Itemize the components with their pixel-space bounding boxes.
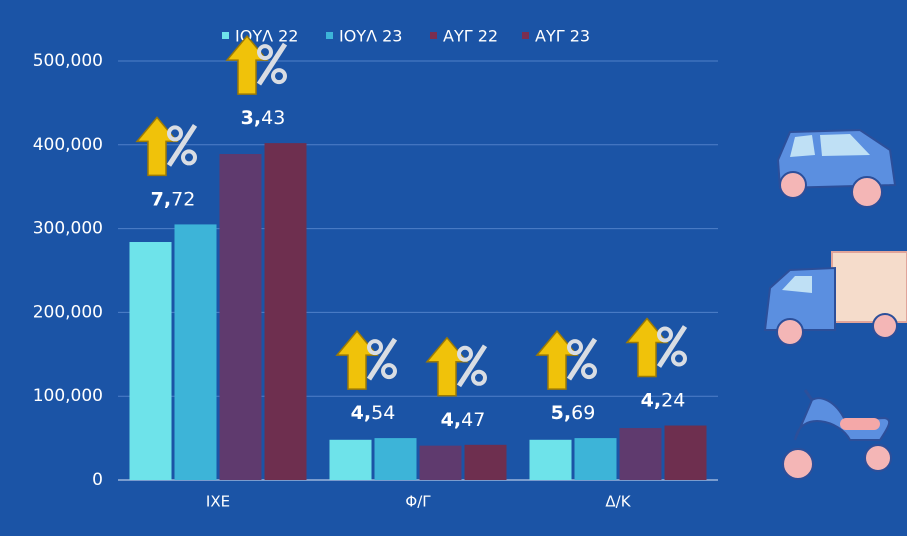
percent-icon [167, 125, 183, 142]
y-tick-label: 300,000 [33, 219, 103, 239]
arrow-icon [425, 336, 469, 397]
annotation: 4,24 [641, 389, 686, 411]
annotation: 4,54 [351, 402, 396, 424]
y-tick-label: 100,000 [33, 386, 103, 406]
percent-icon [657, 326, 673, 343]
percent-icon [456, 344, 488, 388]
arrow-icon [535, 329, 579, 390]
percent-icon [256, 42, 288, 86]
percent-icon [581, 363, 597, 380]
legend-label: ΑΥΓ 22 [443, 27, 498, 46]
percent-icon [656, 325, 688, 368]
annotation: 7,72 [151, 188, 196, 210]
bar [174, 224, 217, 480]
scooter-icon [782, 389, 892, 480]
y-tick-label: 0 [92, 470, 103, 490]
legend-swatch [430, 32, 437, 39]
percent-icon [567, 339, 583, 356]
percent-icon [181, 149, 197, 166]
car-icon [776, 128, 897, 208]
increase-icon [225, 34, 288, 95]
arrow-icon [225, 34, 269, 95]
percent-icon [457, 345, 473, 362]
legend-label: ΙΟΥΛ 23 [339, 27, 402, 46]
percent-icon [166, 124, 198, 167]
bar [619, 428, 662, 480]
percent-icon [257, 44, 273, 61]
legend-swatch [222, 32, 229, 39]
y-tick-label: 500,000 [33, 51, 103, 71]
bar [529, 439, 572, 480]
x-tick-label: Φ/Γ [405, 493, 431, 511]
percent-icon [381, 363, 397, 380]
annotation: 5,69 [551, 402, 596, 424]
bar [664, 425, 707, 480]
percent-icon [566, 337, 598, 381]
bar [419, 445, 462, 480]
annotation: 3,43 [241, 107, 286, 129]
percent-icon [271, 68, 287, 85]
annotation: 4,47 [441, 408, 486, 430]
bar [129, 242, 172, 480]
y-tick-label: 400,000 [33, 135, 103, 155]
bar [219, 154, 262, 480]
legend-swatch [326, 32, 333, 39]
increase-icon [535, 329, 598, 390]
increase-icon [625, 317, 688, 378]
arrow-icon [135, 116, 179, 177]
bar [374, 438, 417, 480]
increase-icon [335, 329, 398, 390]
x-tick-label: ΙΧΕ [206, 493, 230, 511]
increase-icon [425, 336, 488, 397]
percent-icon [366, 337, 398, 381]
percent-icon [471, 369, 487, 386]
percent-icon [367, 339, 383, 356]
legend-swatch [522, 32, 529, 39]
x-tick-label: Δ/Κ [605, 493, 631, 511]
bar [574, 438, 617, 480]
truck-icon [763, 251, 907, 346]
bar [329, 439, 372, 480]
bar [464, 444, 507, 480]
y-tick-label: 200,000 [33, 302, 103, 322]
arrow-icon [335, 329, 379, 390]
bar [264, 143, 307, 480]
percent-icon [671, 350, 687, 367]
vehicle-icons [763, 128, 907, 480]
increase-icon [135, 116, 198, 177]
arrow-icon [625, 317, 669, 378]
legend-label: ΑΥΓ 23 [535, 27, 590, 46]
